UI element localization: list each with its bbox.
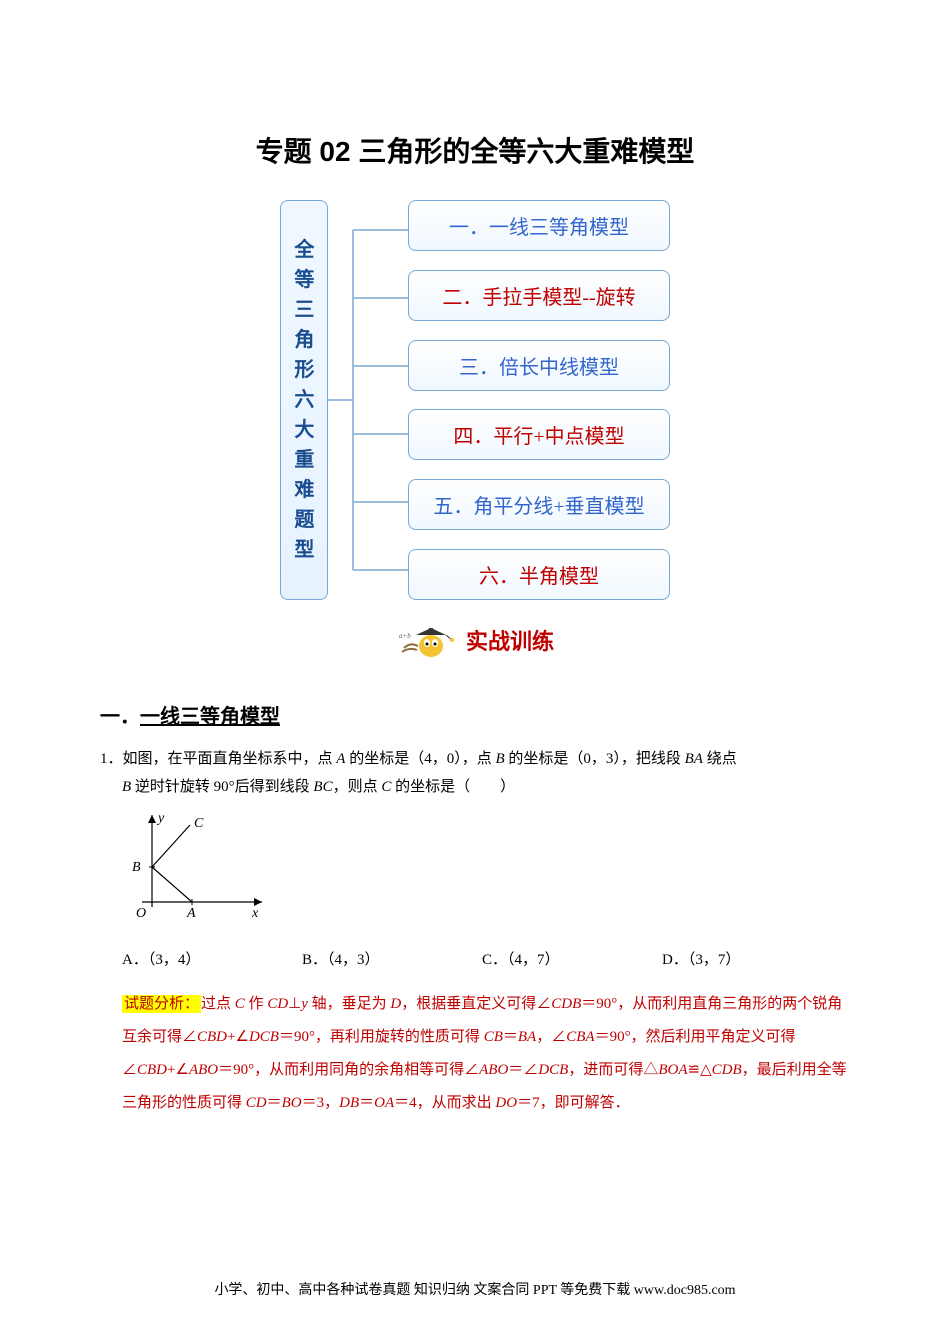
model-box-3: 三．倍长中线模型 [408, 340, 669, 391]
problem-1-line1: 1．如图，在平面直角坐标系中，点 A 的坐标是（4，0），点 B 的坐标是（0，… [100, 747, 850, 771]
graph-label-C: C [194, 816, 204, 831]
model-box-6: 六．半角模型 [408, 549, 669, 600]
option-C: C．（4，7） [482, 948, 662, 972]
analysis-label: 试题分析： [122, 995, 201, 1013]
option-A: A．（3，4） [122, 948, 302, 972]
tree-root-box: 全等三角形六大重难题型 [280, 200, 328, 600]
tree-connector [328, 200, 408, 600]
option-D: D．（3，7） [662, 948, 842, 972]
graph-label-y: y [156, 811, 165, 826]
model-box-5: 五．角平分线+垂直模型 [408, 479, 669, 530]
model-box-4: 四．平行+中点模型 [408, 409, 669, 460]
graph-label-x: x [251, 906, 259, 921]
tree-root-label: 全等三角形六大重难题型 [294, 235, 314, 565]
tree-children: 一．一线三等角模型 二．手拉手模型--旋转 三．倍长中线模型 四．平行+中点模型… [408, 200, 669, 600]
option-B: B．（4，3） [302, 948, 482, 972]
section-1-heading: 一．一线三等角模型 [100, 700, 850, 729]
svg-text:a+b: a+b [399, 632, 411, 640]
problem-1-line2: B 逆时针旋转 90°后得到线段 BC，则点 C 的坐标是（ ） [100, 775, 850, 799]
model-box-2: 二．手拉手模型--旋转 [408, 270, 669, 321]
graph-label-O: O [136, 906, 146, 921]
model-box-1: 一．一线三等角模型 [408, 200, 669, 251]
analysis-text: 过点 C 作 CD⊥y 轴，垂足为 D，根据垂直定义可得∠CDB＝90°，从而利… [122, 996, 847, 1111]
mascot-icon: a+b [396, 620, 456, 660]
graph-label-B: B [132, 860, 141, 875]
problem-analysis: 试题分析：过点 C 作 CD⊥y 轴，垂足为 D，根据垂直定义可得∠CDB＝90… [100, 988, 850, 1120]
section-title: 一线三等角模型 [140, 706, 280, 728]
section-prefix: 一． [100, 706, 140, 728]
practice-heading: a+b 实战训练 [100, 620, 850, 660]
page-footer: 小学、初中、高中各种试卷真题 知识归纳 文案合同 PPT 等免费下载 www.d… [0, 1279, 950, 1299]
graph-label-A: A [186, 906, 196, 921]
practice-label: 实战训练 [466, 624, 554, 656]
answer-options: A．（3，4） B．（4，3） C．（4，7） D．（3，7） [100, 948, 850, 972]
coordinate-graph: B O A C x y [122, 807, 272, 922]
problem-1: 1．如图，在平面直角坐标系中，点 A 的坐标是（4，0），点 B 的坐标是（0，… [100, 747, 850, 1120]
tree-diagram: 全等三角形六大重难题型 一．一线三等角模型 二．手拉手模型--旋转 三．倍长中线… [100, 200, 850, 600]
page-title: 专题 02 三角形的全等六大重难模型 [100, 130, 850, 170]
